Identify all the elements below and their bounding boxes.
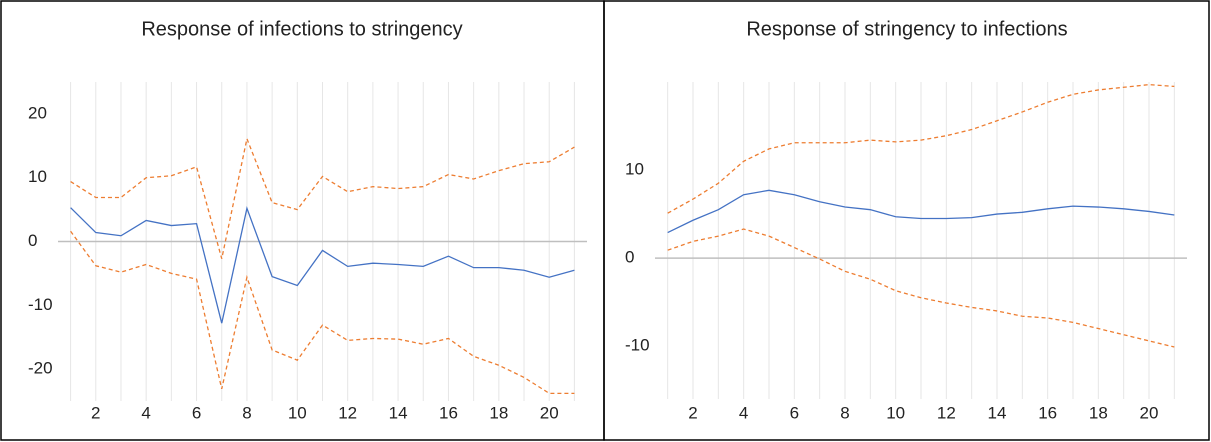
x-tick-label: 16 — [439, 403, 458, 422]
y-tick-label: -10 — [28, 295, 53, 314]
panel-border — [0, 0, 605, 441]
series-line — [667, 228, 1175, 348]
y-tick-label: 10 — [625, 160, 644, 179]
x-tick-label: 12 — [937, 403, 956, 422]
series-line — [70, 136, 575, 259]
x-tick-label: 8 — [242, 403, 251, 422]
y-tick-label: 0 — [28, 231, 37, 250]
x-tick-label: 6 — [192, 403, 201, 422]
x-tick-label: 18 — [1089, 403, 1108, 422]
x-tick-label: 6 — [790, 403, 799, 422]
y-tick-label: 20 — [28, 103, 47, 122]
x-tick-label: 8 — [840, 403, 849, 422]
x-tick-label: 10 — [886, 403, 905, 422]
series-line — [667, 189, 1175, 234]
y-tick-label: 0 — [625, 248, 634, 267]
y-tick-label: 10 — [28, 167, 47, 186]
y-tick-label: -20 — [28, 359, 53, 378]
x-tick-label: 2 — [91, 403, 100, 422]
series-line — [70, 206, 575, 324]
series-line — [667, 83, 1175, 214]
panel-border — [603, 0, 1210, 441]
x-tick-label: 20 — [540, 403, 559, 422]
chart-title: Response of stringency to infections — [746, 18, 1067, 40]
series-line — [70, 230, 575, 394]
x-tick-label: 16 — [1038, 403, 1057, 422]
x-tick-label: 14 — [389, 403, 408, 422]
x-tick-label: 14 — [988, 403, 1007, 422]
x-tick-label: 2 — [688, 403, 697, 422]
x-tick-label: 4 — [739, 403, 748, 422]
x-tick-label: 4 — [141, 403, 150, 422]
y-tick-label: -10 — [625, 336, 650, 355]
x-tick-label: 18 — [489, 403, 508, 422]
x-tick-label: 12 — [338, 403, 357, 422]
x-tick-label: 10 — [288, 403, 307, 422]
chart-title: Response of infections to stringency — [141, 18, 462, 40]
x-tick-label: 20 — [1140, 403, 1159, 422]
